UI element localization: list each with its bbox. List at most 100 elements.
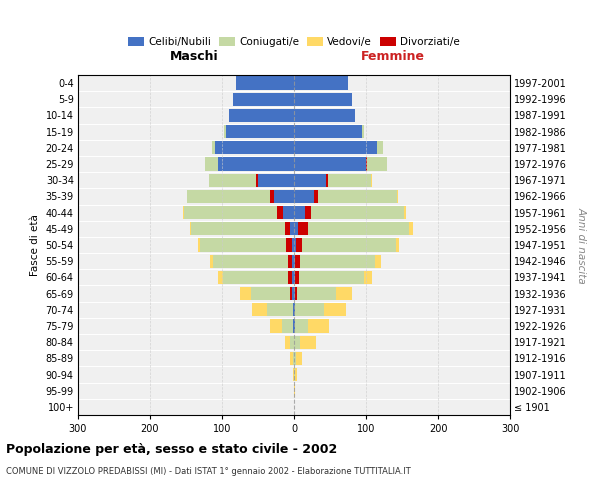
Bar — [269, 320, 283, 332]
Bar — [300, 254, 376, 268]
Bar — [295, 303, 324, 316]
Legend: Celibi/Nubili, Coniugati/e, Vedovi/e, Divorziati/e: Celibi/Nubili, Coniugati/e, Vedovi/e, Di… — [124, 32, 464, 51]
Bar — [337, 287, 352, 300]
Bar — [290, 336, 294, 349]
Bar — [367, 158, 387, 170]
Bar — [209, 174, 256, 187]
Bar — [293, 303, 294, 316]
Bar — [328, 174, 371, 187]
Bar — [223, 270, 288, 284]
Bar — [295, 287, 297, 300]
Bar — [294, 368, 295, 381]
Bar — [284, 336, 290, 349]
Bar — [277, 206, 283, 220]
Bar — [294, 109, 355, 122]
Bar — [290, 287, 292, 300]
Bar — [215, 141, 294, 154]
Bar — [218, 270, 223, 284]
Y-axis label: Anni di nascita: Anni di nascita — [577, 206, 586, 284]
Bar — [198, 238, 200, 252]
Bar — [314, 190, 318, 203]
Bar — [305, 206, 311, 220]
Bar — [286, 238, 292, 252]
Bar — [371, 174, 372, 187]
Bar — [268, 303, 293, 316]
Bar — [283, 320, 293, 332]
Bar — [294, 384, 295, 398]
Bar — [294, 254, 295, 268]
Bar — [362, 125, 364, 138]
Bar — [226, 125, 294, 138]
Bar — [294, 336, 300, 349]
Bar — [256, 174, 258, 187]
Bar — [283, 206, 294, 220]
Bar — [294, 222, 298, 235]
Bar — [294, 92, 352, 106]
Bar — [288, 254, 292, 268]
Bar — [251, 287, 290, 300]
Bar — [294, 352, 296, 365]
Bar — [229, 109, 294, 122]
Bar — [295, 254, 300, 268]
Bar — [190, 222, 191, 235]
Bar — [274, 190, 294, 203]
Bar — [218, 158, 294, 170]
Bar — [294, 125, 362, 138]
Bar — [224, 125, 226, 138]
Text: Popolazione per età, sesso e stato civile - 2002: Popolazione per età, sesso e stato civil… — [6, 442, 337, 456]
Bar — [294, 238, 296, 252]
Bar — [294, 76, 348, 90]
Bar — [299, 270, 364, 284]
Bar — [326, 174, 328, 187]
Bar — [300, 336, 316, 349]
Bar — [293, 320, 294, 332]
Bar — [377, 141, 383, 154]
Bar — [294, 270, 295, 284]
Bar — [308, 222, 409, 235]
Bar — [295, 320, 308, 332]
Bar — [251, 303, 268, 316]
Bar — [296, 352, 302, 365]
Y-axis label: Fasce di età: Fasce di età — [30, 214, 40, 276]
Bar — [233, 92, 294, 106]
Bar — [211, 254, 212, 268]
Bar — [200, 238, 286, 252]
Bar — [294, 303, 295, 316]
Bar — [292, 238, 294, 252]
Bar — [296, 238, 302, 252]
Bar — [184, 206, 277, 220]
Bar — [294, 141, 377, 154]
Bar — [311, 206, 404, 220]
Text: COMUNE DI VIZZOLO PREDABISSI (MI) - Dati ISTAT 1° gennaio 2002 - Elaborazione TU: COMUNE DI VIZZOLO PREDABISSI (MI) - Dati… — [6, 468, 411, 476]
Bar — [298, 222, 308, 235]
Bar — [212, 141, 215, 154]
Bar — [404, 206, 406, 220]
Bar — [294, 287, 295, 300]
Text: Femmine: Femmine — [361, 50, 425, 63]
Bar — [295, 368, 297, 381]
Bar — [324, 303, 346, 316]
Bar — [212, 254, 288, 268]
Bar — [240, 287, 251, 300]
Bar — [293, 368, 294, 381]
Bar — [294, 190, 314, 203]
Bar — [288, 270, 292, 284]
Bar — [292, 254, 294, 268]
Bar — [364, 270, 373, 284]
Bar — [191, 222, 284, 235]
Bar — [292, 287, 294, 300]
Bar — [302, 238, 395, 252]
Bar — [409, 222, 413, 235]
Bar — [308, 320, 329, 332]
Bar — [294, 206, 305, 220]
Bar — [205, 158, 218, 170]
Bar — [295, 270, 299, 284]
Bar — [293, 352, 294, 365]
Bar — [397, 190, 398, 203]
Bar — [290, 352, 293, 365]
Bar — [236, 76, 294, 90]
Bar — [318, 190, 397, 203]
Bar — [297, 287, 337, 300]
Text: Maschi: Maschi — [170, 50, 219, 63]
Bar — [376, 254, 381, 268]
